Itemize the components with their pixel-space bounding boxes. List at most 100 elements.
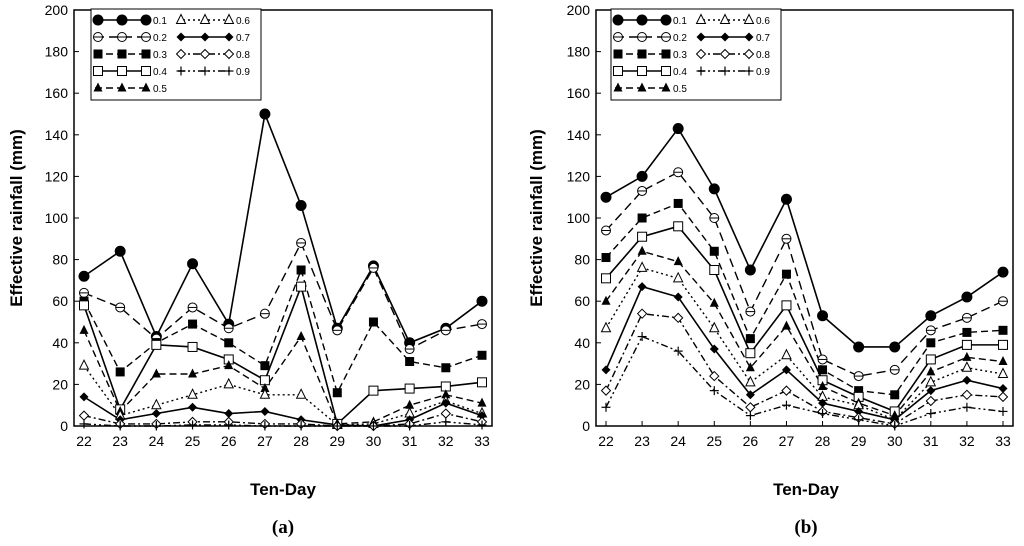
data-point-0.6 xyxy=(961,361,973,372)
legend-item-0.4: 0.4 xyxy=(613,66,687,78)
data-point-0.5 xyxy=(818,380,828,390)
data-point-0.5 xyxy=(673,256,683,266)
x-tick-label: 24 xyxy=(670,433,686,449)
series-line-0.9 xyxy=(605,335,1004,427)
data-point-0.3 xyxy=(405,357,415,367)
data-point-0.4 xyxy=(781,300,792,311)
data-point-0.2 xyxy=(745,306,756,317)
data-point-0.7 xyxy=(637,282,647,292)
legend-marker xyxy=(176,66,186,76)
data-point-0.5 xyxy=(745,362,755,372)
legend-item-0.7: 0.7 xyxy=(176,32,250,44)
data-point-0.2 xyxy=(440,325,451,336)
data-point-0.6 xyxy=(223,377,235,389)
legend-marker xyxy=(613,32,623,42)
legend-marker xyxy=(637,49,647,59)
x-tick-label: 30 xyxy=(366,433,382,449)
y-tick-label: 60 xyxy=(574,293,590,309)
x-tick-label: 23 xyxy=(634,433,650,449)
data-point-0.4 xyxy=(745,348,756,359)
data-point-0.9 xyxy=(637,332,647,342)
y-tick-label: 100 xyxy=(567,210,591,226)
data-point-0.4 xyxy=(296,281,307,292)
data-point-0.1 xyxy=(744,264,756,276)
legend-marker xyxy=(117,82,127,92)
legend-item-0.4: 0.4 xyxy=(93,66,167,78)
x-tick-label: 23 xyxy=(112,433,128,449)
data-point-0.1 xyxy=(600,191,612,203)
data-point-0.1 xyxy=(636,170,648,182)
y-tick-label: 20 xyxy=(574,376,590,392)
data-point-0.6 xyxy=(259,388,271,399)
legend-item-0.1: 0.1 xyxy=(92,14,167,27)
data-point-0.8 xyxy=(745,402,756,413)
data-point-0.7 xyxy=(998,384,1008,394)
data-point-0.5 xyxy=(224,360,234,370)
data-point-0.3 xyxy=(188,319,198,329)
data-point-0.9 xyxy=(781,400,791,410)
legend-marker xyxy=(695,13,707,24)
data-point-0.2 xyxy=(961,312,972,323)
data-point-0.5 xyxy=(637,245,647,255)
y-tick-label: 120 xyxy=(45,168,69,184)
series-line-0.1 xyxy=(83,111,483,344)
x-tick-label: 32 xyxy=(438,433,454,449)
legend-label: 0.3 xyxy=(153,50,167,61)
data-point-0.8 xyxy=(672,312,684,324)
series-line-0.2 xyxy=(605,171,1004,377)
legend-marker xyxy=(117,32,127,42)
legend-item-0.6: 0.6 xyxy=(175,13,250,27)
data-point-0.6 xyxy=(745,375,756,387)
data-point-0.9 xyxy=(818,409,828,419)
data-point-0.1 xyxy=(853,341,865,353)
legend-label: 0.7 xyxy=(756,33,770,44)
data-point-0.7 xyxy=(188,402,198,412)
y-tick-label: 160 xyxy=(567,85,591,101)
data-point-0.2 xyxy=(673,167,684,178)
legend-marker xyxy=(116,14,128,26)
data-point-0.2 xyxy=(368,262,379,273)
y-tick-label: 140 xyxy=(567,127,591,143)
data-point-0.2 xyxy=(296,237,307,248)
data-point-0.6 xyxy=(997,367,1009,378)
legend-marker xyxy=(637,82,647,92)
data-point-0.2 xyxy=(889,364,900,375)
legend-label: 0.5 xyxy=(673,84,687,95)
legend-marker xyxy=(695,48,707,60)
legend-marker xyxy=(661,32,671,42)
data-point-0.7 xyxy=(745,390,755,400)
x-tick-label: 28 xyxy=(815,433,831,449)
y-tick-label: 160 xyxy=(45,85,69,101)
x-tick-label: 27 xyxy=(779,433,795,449)
y-tick-label: 40 xyxy=(574,335,590,351)
y-tick-label: 200 xyxy=(45,2,69,18)
panel-label-b: (b) xyxy=(794,517,817,538)
legend-marker xyxy=(743,13,755,24)
legend-marker xyxy=(117,49,127,59)
legend-label: 0.2 xyxy=(673,33,687,44)
legend-item-0.8: 0.8 xyxy=(695,48,770,61)
legend-marker xyxy=(141,82,151,92)
legend-marker xyxy=(141,49,151,59)
legend-marker xyxy=(613,66,623,76)
data-point-0.4 xyxy=(368,385,379,396)
data-point-0.2 xyxy=(781,233,792,244)
data-point-0.5 xyxy=(405,399,415,409)
data-point-0.5 xyxy=(296,331,306,341)
data-point-0.9 xyxy=(709,386,719,396)
data-point-0.5 xyxy=(781,320,791,330)
legend-label: 0.8 xyxy=(756,50,770,61)
series-line-0.1 xyxy=(605,127,1004,348)
legend-marker xyxy=(223,48,235,60)
data-point-0.7 xyxy=(151,409,161,419)
data-point-0.3 xyxy=(441,363,451,373)
y-tick-label: 180 xyxy=(567,44,591,60)
series-line-0.5 xyxy=(605,250,1004,417)
legend-marker xyxy=(720,32,730,42)
legend-label: 0.2 xyxy=(153,33,167,44)
data-point-0.1 xyxy=(295,200,307,212)
x-tick-label: 31 xyxy=(923,433,939,449)
legend-marker xyxy=(92,14,104,26)
legend-marker xyxy=(93,32,103,42)
